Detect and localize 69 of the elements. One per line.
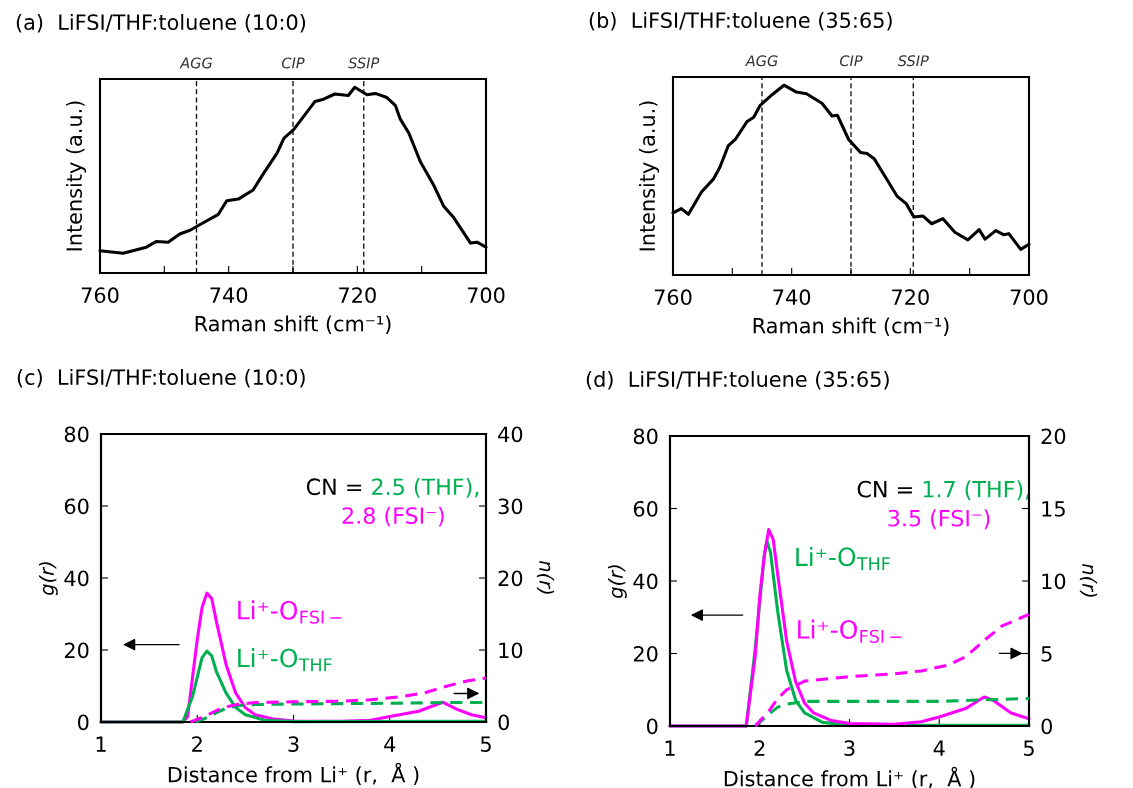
- ref-line-label: AGG: [179, 57, 213, 69]
- y-tick-label: 40: [633, 573, 658, 590]
- annotation: 2.5 (THF),: [372, 477, 479, 498]
- y2-tick-label: 30: [498, 498, 523, 515]
- annotation: 1.7 (THF),: [923, 480, 1029, 501]
- series-label: Li⁺-O$_{FSI−}$: [238, 600, 342, 624]
- ref-line-label: SSIP: [897, 55, 929, 67]
- y-tick-label: 20: [633, 645, 658, 662]
- y2-tick-label: 40: [498, 426, 523, 443]
- ref-line-label: SSIP: [348, 57, 380, 69]
- y-tick-label: 40: [64, 570, 89, 587]
- y-tick-label: 20: [64, 642, 89, 659]
- x-tick-label: 1: [96, 736, 106, 752]
- x-tick-label: 2: [754, 740, 765, 756]
- x-tick-label: 740: [210, 287, 248, 304]
- chart-title: (d) LiFSI/THF:toluene (35:65): [586, 370, 889, 390]
- x-tick-label: 4: [384, 736, 396, 752]
- annotation: CN =: [306, 478, 362, 496]
- x-tick-label: 3: [288, 736, 299, 753]
- y2-tick-label: 0: [1041, 718, 1052, 735]
- x-tick-label: 720: [339, 287, 376, 304]
- x-tick-label: 3: [844, 740, 855, 757]
- y2-tick-label: 20: [1041, 428, 1066, 445]
- y2-tick-label: 10: [1042, 573, 1066, 590]
- x-tick-label: 760: [81, 287, 119, 304]
- x-tick-label: 4: [933, 740, 945, 756]
- y2-tick-label: 0: [498, 714, 509, 731]
- ref-line-label: CIP: [281, 57, 305, 69]
- x-tick-label: 740: [773, 289, 811, 306]
- y-tick-label: 0: [78, 714, 89, 731]
- chart-title: (b) LiFSI/THF:toluene (35:65): [589, 11, 892, 31]
- x-axis-title: Distance from Li⁺ (r, Å ): [724, 766, 975, 788]
- x-tick-label: 700: [467, 287, 505, 304]
- chart-title: (c) LiFSI/THF:toluene (10:0): [17, 368, 305, 388]
- x-tick-label: 1: [665, 740, 675, 756]
- line-series: [188, 676, 488, 724]
- y-tick-label: 60: [64, 498, 89, 515]
- x-axis-title: Raman shift (cm⁻¹): [753, 317, 949, 336]
- x-tick-label: 5: [1023, 740, 1034, 757]
- series-label: Li⁺-O$_{FSI−}$: [798, 619, 902, 643]
- x-tick-label: 700: [1010, 289, 1048, 306]
- y-axis-title: g(r): [608, 565, 627, 599]
- y-axis-title: Intensity (a.u.): [638, 101, 660, 251]
- y2-axis-title: n(r): [1079, 563, 1098, 597]
- x-axis-title: Distance from Li⁺ (r, Å ): [168, 762, 419, 785]
- y-tick-label: 80: [633, 428, 658, 445]
- series-label: Li⁺-O$_{THF}$: [238, 648, 332, 672]
- series-label: Li⁺-O$_{THF}$: [796, 546, 890, 570]
- y-tick-label: 0: [647, 718, 658, 735]
- y2-tick-label: 15: [1042, 501, 1065, 517]
- x-axis-title: Raman shift (cm⁻¹): [195, 315, 391, 334]
- x-tick-label: 720: [892, 289, 929, 306]
- ref-line-label: CIP: [839, 55, 863, 67]
- y2-tick-label: 5: [1041, 646, 1052, 662]
- y-axis-title: Intensity (a.u.): [65, 101, 87, 251]
- x-tick-label: 5: [480, 736, 491, 753]
- ref-line-label: AGG: [744, 55, 778, 67]
- x-tick-label: 2: [192, 736, 202, 752]
- y2-axis-title: n(r): [536, 560, 555, 594]
- y2-tick-label: 10: [499, 642, 523, 659]
- annotation: 2.8 (FSI⁻): [342, 506, 444, 527]
- y-axis-title: g(r): [39, 562, 58, 596]
- y-tick-label: 80: [64, 426, 89, 443]
- y-tick-label: 60: [633, 500, 658, 517]
- annotation: 3.5 (FSI⁻): [888, 509, 990, 530]
- y2-tick-label: 20: [498, 570, 523, 587]
- annotation: CN =: [857, 480, 912, 498]
- x-tick-label: 760: [654, 289, 692, 306]
- chart-title: (a) LiFSI/THF:toluene (10:0): [16, 13, 306, 33]
